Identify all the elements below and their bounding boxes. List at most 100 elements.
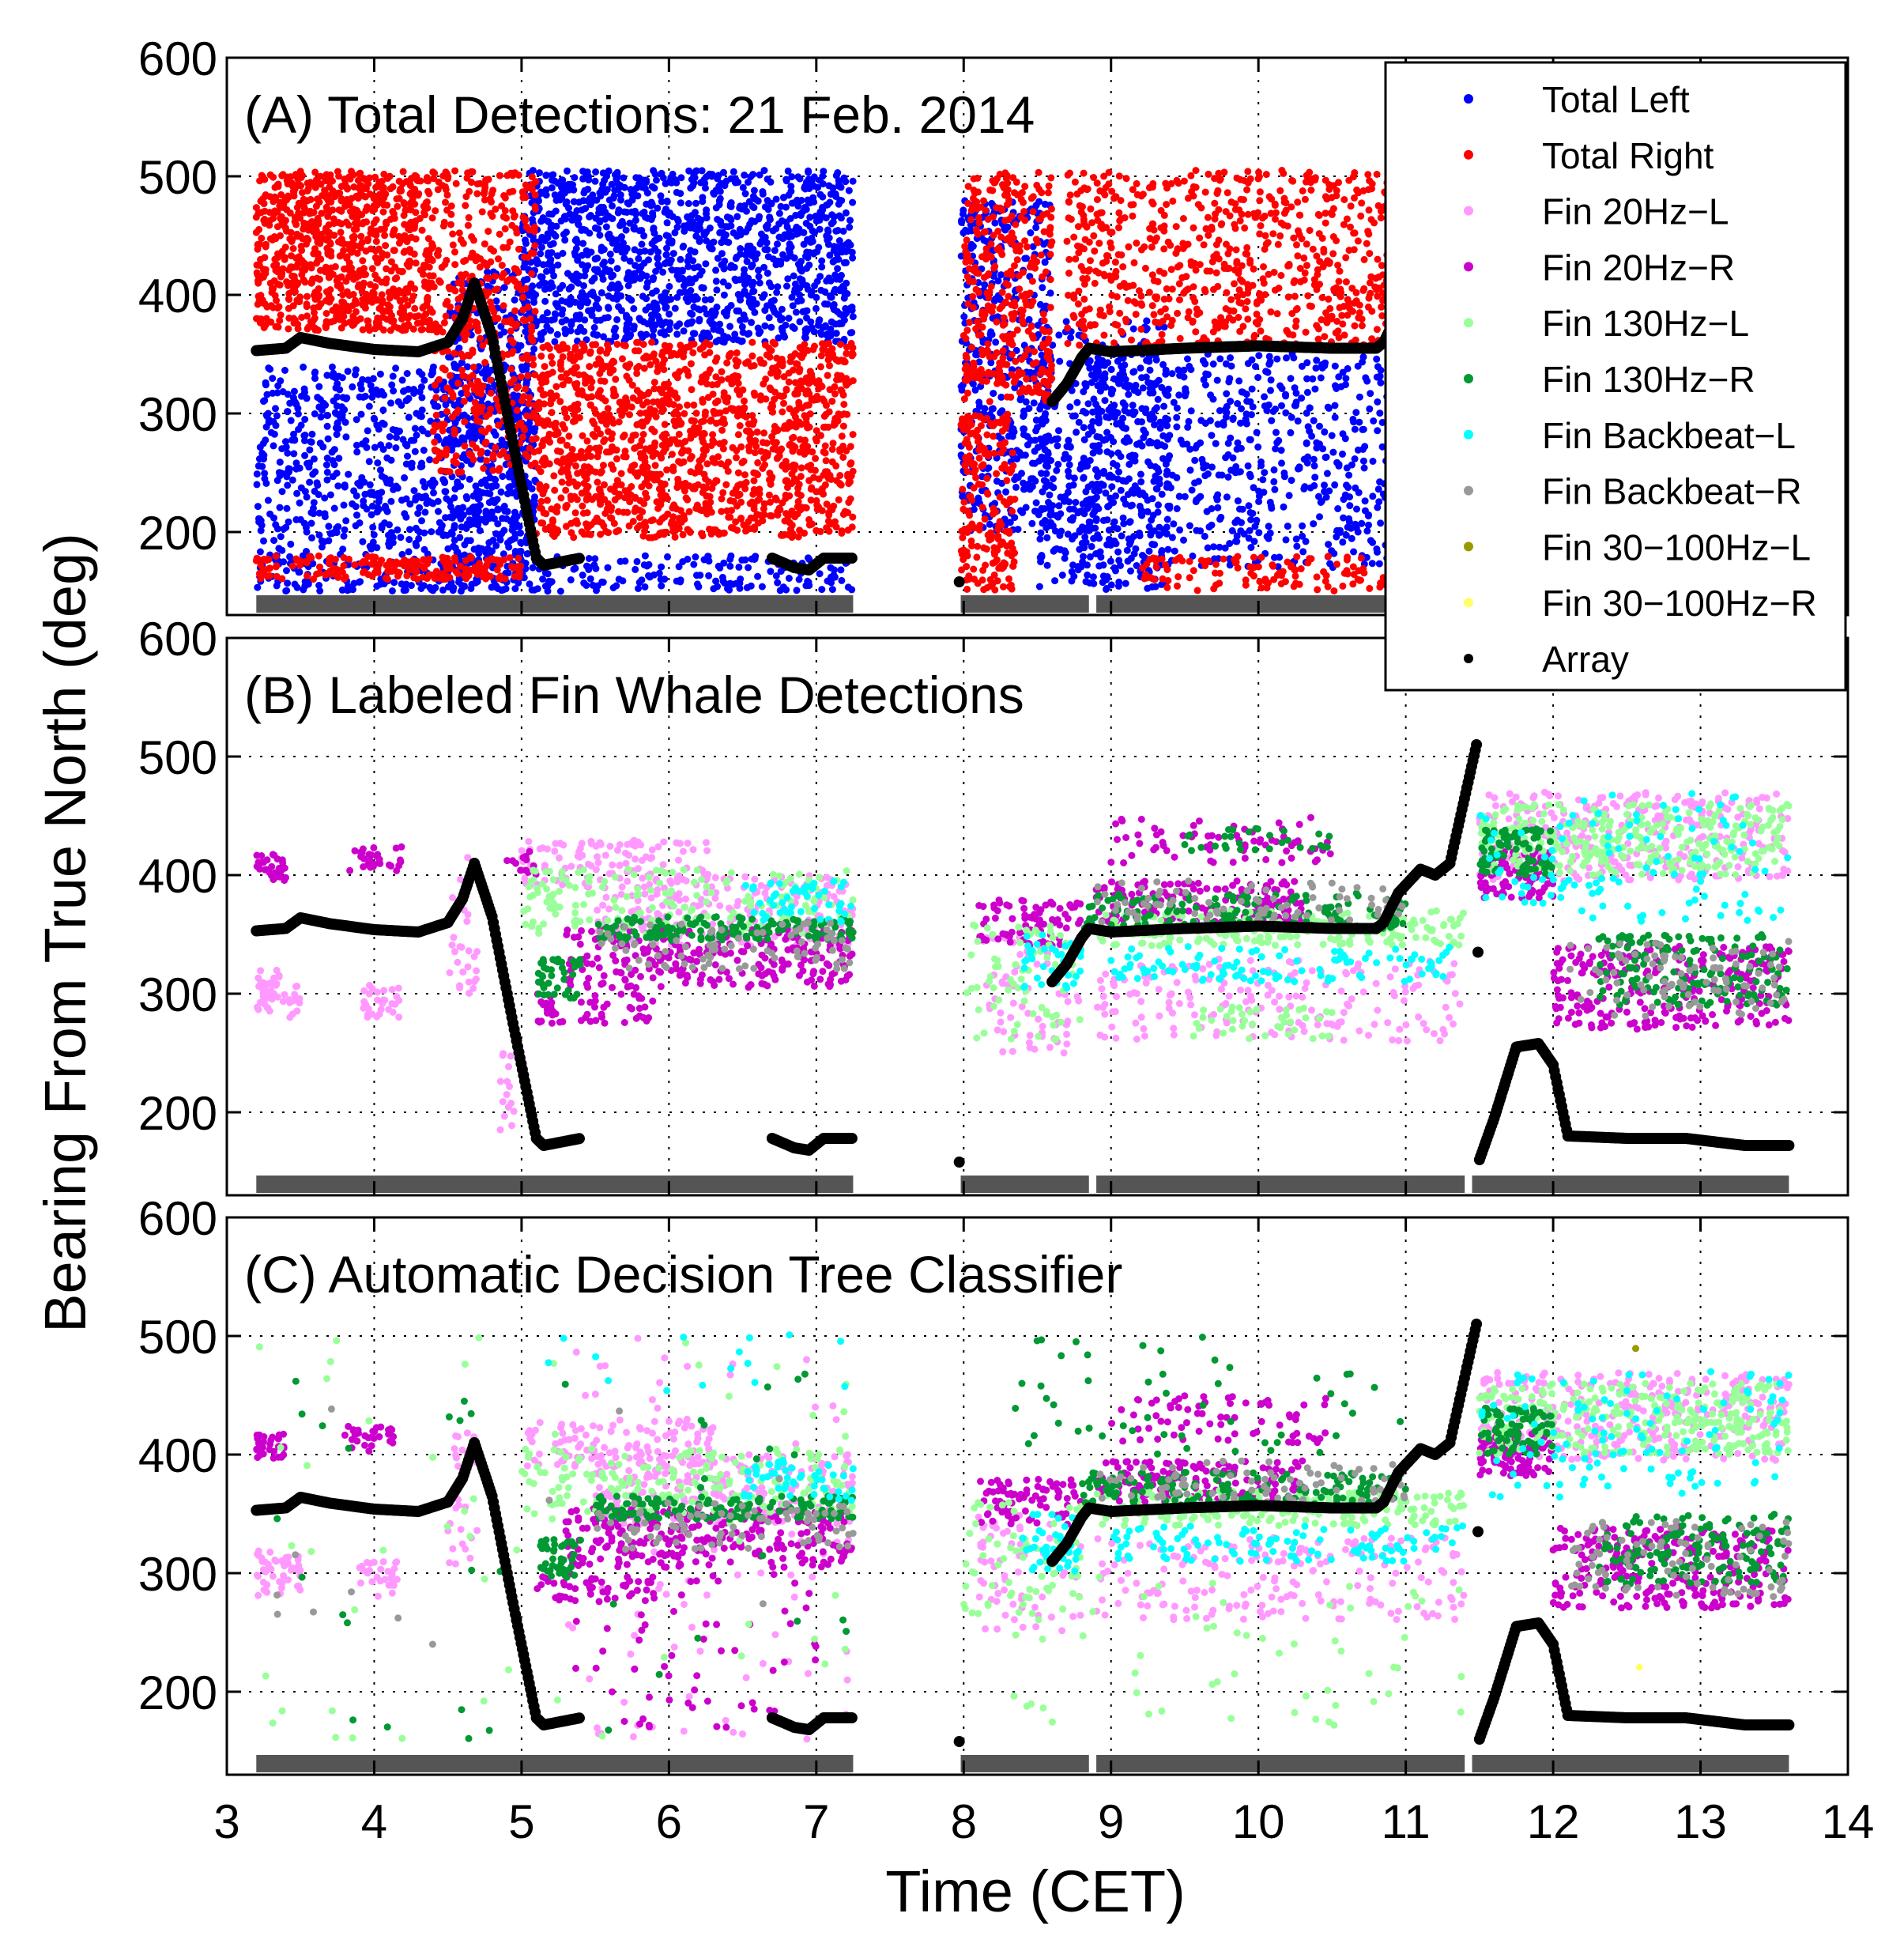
point-total_left xyxy=(676,289,684,296)
point-total_left xyxy=(497,488,505,496)
point-total_left xyxy=(526,308,533,316)
point-total_left xyxy=(1291,384,1299,392)
point-total_left xyxy=(598,247,605,255)
point-total_left xyxy=(1116,378,1124,386)
point-total_left xyxy=(531,493,538,501)
point-total_left xyxy=(632,184,640,192)
point-total_left xyxy=(688,311,696,318)
point-total_left xyxy=(1085,518,1093,526)
point-total_left xyxy=(325,537,333,545)
point-total_left xyxy=(1331,481,1339,489)
point-total_left xyxy=(1107,581,1115,589)
point-total_left xyxy=(751,308,759,316)
point-total_left xyxy=(1350,548,1358,556)
point-total_left xyxy=(756,279,763,287)
point-total_left xyxy=(745,225,752,232)
point-total_left xyxy=(801,183,809,191)
point-total_left xyxy=(601,259,608,266)
point-total_left xyxy=(772,195,780,203)
point-total_left xyxy=(451,494,458,502)
point-total_left xyxy=(1344,523,1352,531)
point-total_left xyxy=(801,334,809,342)
point-total_left xyxy=(1163,515,1171,523)
point-total_left xyxy=(418,462,426,470)
point-total_left xyxy=(741,190,749,198)
point-total_left xyxy=(1089,449,1097,457)
point-total_left xyxy=(1019,508,1027,516)
point-total_left xyxy=(398,580,405,588)
point-total_left xyxy=(593,587,600,594)
point-total_left xyxy=(652,267,660,275)
point-total_left xyxy=(604,564,612,572)
point-total_left xyxy=(1061,547,1069,555)
point-total_left xyxy=(368,489,375,496)
point-total_left xyxy=(779,194,787,202)
point-total_left xyxy=(838,197,846,205)
point-total_left xyxy=(492,542,500,549)
point-total_left xyxy=(530,298,538,306)
point-total_left xyxy=(551,338,559,345)
point-total_left xyxy=(756,240,764,247)
point-total_left xyxy=(1227,434,1235,442)
point-total_left xyxy=(1208,432,1216,440)
point-total_left xyxy=(650,274,658,281)
point-total_left xyxy=(724,305,732,313)
point-total_left xyxy=(618,217,626,225)
point-total_left xyxy=(677,255,684,263)
point-total_left xyxy=(554,261,562,269)
point-total_left xyxy=(1247,544,1255,551)
point-total_left xyxy=(1255,529,1263,537)
point-total_left xyxy=(567,326,575,334)
point-total_left xyxy=(613,315,621,323)
point-total_left xyxy=(1222,413,1230,421)
point-total_left xyxy=(428,528,435,536)
point-total_left xyxy=(676,320,684,328)
point-total_left xyxy=(839,227,847,235)
point-total_left xyxy=(662,251,670,259)
point-total_left xyxy=(1064,489,1072,496)
point-total_left xyxy=(490,428,498,436)
point-total_left xyxy=(1310,455,1318,463)
point-total_left xyxy=(1055,331,1063,339)
point-total_left xyxy=(594,266,601,274)
point-total_left xyxy=(1161,443,1169,450)
point-total_left xyxy=(1036,535,1044,543)
point-total_left xyxy=(969,380,977,388)
point-total_left xyxy=(605,230,613,238)
point-total_left xyxy=(615,206,623,214)
point-total_left xyxy=(549,172,556,179)
point-total_left xyxy=(1227,466,1235,474)
point-total_left xyxy=(785,315,793,323)
point-total_left xyxy=(398,376,406,384)
point-total_left xyxy=(365,458,373,466)
point-total_left xyxy=(677,578,684,586)
point-total_left xyxy=(849,177,857,185)
point-total_left xyxy=(339,545,347,553)
point-total_left xyxy=(1288,477,1295,485)
point-total_left xyxy=(1131,482,1139,490)
point-total_left xyxy=(662,232,670,240)
point-total_left xyxy=(812,304,820,312)
point-total_left xyxy=(748,263,756,270)
point-total_left xyxy=(1176,526,1184,534)
point-total_left xyxy=(375,498,383,506)
point-total_left xyxy=(774,311,782,319)
point-total_left xyxy=(284,481,292,489)
point-total_left xyxy=(498,436,506,444)
point-total_left xyxy=(609,202,616,209)
point-total_left xyxy=(782,321,790,329)
point-total_left xyxy=(663,219,671,227)
point-total_left xyxy=(1099,436,1107,444)
point-total_left xyxy=(287,540,295,548)
point-total_left xyxy=(700,305,708,313)
point-total_left xyxy=(745,330,753,338)
point-total_left xyxy=(692,274,699,282)
point-total_left xyxy=(379,419,386,427)
point-total_left xyxy=(848,586,856,594)
point-total_left xyxy=(636,274,644,282)
point-total_left xyxy=(1212,440,1220,447)
point-total_left xyxy=(1108,483,1116,491)
point-total_left xyxy=(1265,534,1272,542)
point-total_left xyxy=(563,228,570,236)
point-total_left xyxy=(601,314,609,322)
